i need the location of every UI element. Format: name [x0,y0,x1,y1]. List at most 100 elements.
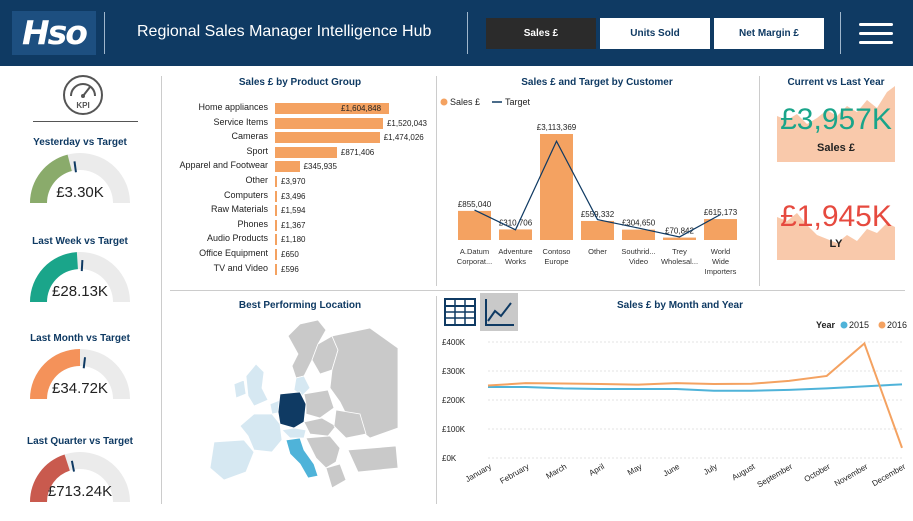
y-tick-label: £400K [442,338,466,347]
x-tick-label: May [626,462,644,477]
monthly-chart-title: Sales £ by Month and Year [617,300,743,311]
product-group-value: £871,406 [340,147,375,157]
gauge-fill [30,454,70,502]
hso-logo: Hso [12,11,96,55]
gauge-last-quarter [30,452,130,502]
x-tick-label: January [464,462,493,484]
top-header: Hso Regional Sales Manager Intelligence … [0,0,913,66]
x-tick-label: October [803,462,832,484]
ly-sales-label: LY [829,238,843,250]
map-region [305,435,341,469]
product-group-label: Cameras [231,131,268,142]
gauge-fill [30,349,80,399]
customer-bar [663,237,696,240]
current-sales-label: Sales £ [817,142,855,154]
header-divider [467,12,468,54]
product-group-label: Phones [237,218,268,229]
map-region [239,413,283,453]
product-group-label: Service Items [213,116,268,127]
legend-series-label: 2015 [849,320,869,330]
gauge-title: Last Quarter vs Target [27,436,133,447]
table-view-button[interactable] [441,293,479,331]
gauge-title: Last Week vs Target [32,236,128,247]
tab-units-sold[interactable]: Units Sold [600,18,710,49]
legend-year-title: Year [816,320,836,330]
customer-value-label: £559,332 [581,210,615,219]
product-group-bar [275,249,277,260]
x-tick-label: September [756,462,795,490]
app-title: Regional Sales Manager Intelligence Hub [137,23,432,40]
tab-net-margin[interactable]: Net Margin £ [714,18,824,49]
customer-value-label: £855,040 [458,200,492,209]
monthly-line-chart: Year 2015 2016 £0K £100K £200K £300K £400K Janua… [442,320,907,490]
product-group-value: £1,474,026 [383,133,424,143]
x-tick-label: February [498,462,530,486]
product-group-bar [275,205,277,217]
product-group-value: £650 [281,250,299,259]
header-divider [840,12,841,54]
map-region [293,375,311,397]
product-group-bar [275,219,277,231]
gauge-last-week [30,252,130,302]
x-tick-label: August [730,462,757,483]
x-tick-label: November [833,462,870,488]
customer-value-label: £3,113,369 [537,123,577,132]
gauge-value: £34.72K [52,380,108,397]
legend-series-marker [878,321,886,329]
product-group-label: Computers [223,189,268,200]
customer-category-label: Contoso Europe [543,247,571,266]
product-group-label: Office Equipment [199,248,268,258]
x-tick-label: July [702,462,719,477]
product-group-bar [275,117,383,129]
map-region [245,363,269,407]
customer-value-label: £70,842 [665,227,694,236]
product-group-title: Sales £ by Product Group [238,77,362,88]
legend-sales-label: Sales £ [450,97,480,107]
product-group-value: £1,180 [281,235,306,245]
map-region [281,427,307,439]
hamburger-menu-icon[interactable] [859,23,893,45]
customer-category-label: World Wide Importers [705,247,737,276]
gauge-yesterday [30,153,130,203]
customer-bar [581,220,614,240]
gauge-value: £713.24K [47,483,113,500]
customer-category-label: Trey Wholesal... [661,247,698,266]
line-chart-view-button[interactable] [480,293,518,331]
kpi-icon-label: KPI [76,101,89,110]
y-tick-label: £0K [442,454,457,463]
legend-sales-marker [440,98,448,106]
legend-target-label: Target [505,97,531,107]
left-divider [33,121,138,122]
current-sales-value: £3,957K [780,103,892,136]
x-tick-label: June [662,462,682,479]
map-region [209,439,255,481]
column-divider [436,76,437,286]
product-group-bar [275,176,277,187]
product-group-label: Home appliances [198,102,268,112]
product-group-value: £345,935 [303,162,337,172]
map-region [347,445,399,473]
gauge-value: £28.13K [52,283,108,300]
product-group-bar [275,234,277,246]
header-divider [104,12,105,54]
product-group-bar [275,161,300,173]
legend-series-marker [840,321,848,329]
gauge-last-month [30,349,130,399]
legend-series-label: 2016 [887,320,907,330]
product-group-label: Raw Materials [210,204,268,215]
customer-chart: Sales £ Target £855,040 A.Datum Corporat... £… [440,97,738,276]
column-divider [759,76,760,286]
x-tick-label: March [545,462,569,481]
map-region [303,417,337,437]
product-group-label: Sport [246,145,268,156]
europe-map[interactable] [200,318,400,493]
tab-sales[interactable]: Sales £ [486,18,596,49]
ly-sparkline-area [777,213,895,260]
map-region [233,379,247,399]
customer-category-label: Adventure Works [498,247,532,266]
gauge-fill [30,154,72,203]
x-tick-label: April [588,462,607,478]
customer-value-label: £615,173 [704,208,738,217]
y-tick-label: £100K [442,425,466,434]
customer-bar [499,229,532,240]
